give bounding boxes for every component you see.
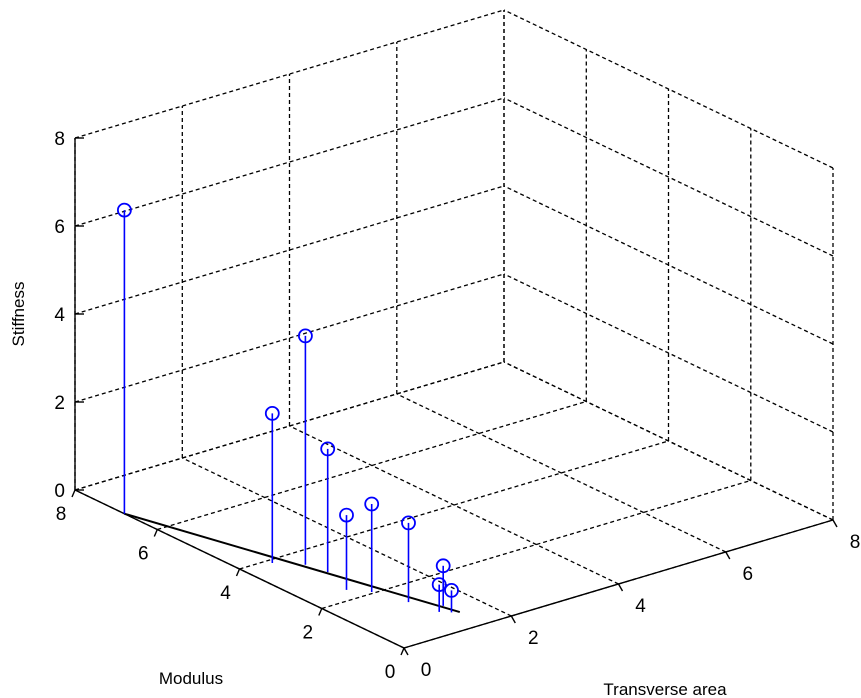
y-tick-label: 8 [56,504,67,525]
back-wall-grid-z0 [74,361,505,491]
y-tick [71,489,76,498]
tick-marks [71,137,838,656]
back-wall-grid-z8 [74,9,505,139]
z-tick-label: 4 [54,305,65,326]
data-point-marker [320,441,336,457]
x-tick [725,551,731,560]
fit-line-group [124,512,461,614]
fit-line [124,512,461,614]
data-point-marker [444,583,459,598]
data-point-marker [264,405,280,421]
x-axis-label: Transverse area [603,680,727,698]
x-tick-label: 0 [421,660,432,681]
data-point-marker [435,558,451,574]
x-tick [510,615,516,624]
data-point-marker [401,515,416,531]
y-tick [318,608,323,616]
floor-grid-line-x4 [289,425,619,585]
z-tick-label: 8 [54,129,65,150]
y-axis-label: Modulus [159,669,223,688]
y-tick-label: 0 [385,662,396,683]
x-tick [403,647,409,656]
y-tick-label: 2 [303,623,314,644]
data-point-marker [297,328,313,344]
data-point-marker [431,577,447,592]
x-tick-label: 4 [635,596,646,617]
y-tick [400,647,405,656]
floor-grid-line-y4 [239,440,669,570]
z-tick-label: 2 [54,393,65,414]
z-tick-label: 6 [54,217,65,238]
x-tick-label: 8 [850,532,861,553]
x-tick-label: 6 [743,564,754,585]
floor-grid-line-x6 [396,393,727,553]
back-wall-grid-z6 [74,97,505,227]
floor-grid-line-y6 [157,400,587,531]
back-wall-grid-z4 [74,185,505,315]
data-point-marker [339,507,354,523]
right-wall-grid-z6 [503,97,834,257]
x-tick [832,519,838,528]
y-tick-label: 6 [138,544,149,565]
right-wall-grid-z8 [503,9,834,169]
back-grid [74,9,834,649]
y-tick [235,568,241,577]
back-wall-grid-z2 [74,273,505,403]
axes [74,138,834,649]
y-tick [153,529,158,537]
z-axis-label: Stiffness [9,282,28,347]
x-tick-label: 2 [528,628,539,649]
x-tick [617,583,624,592]
z-tick-label: 0 [54,481,65,502]
data-point-marker [117,202,132,218]
data-stems [117,202,459,613]
y-tick-label: 4 [220,583,231,604]
floor-grid-line-y2 [321,479,751,610]
data-point-marker [364,496,380,512]
